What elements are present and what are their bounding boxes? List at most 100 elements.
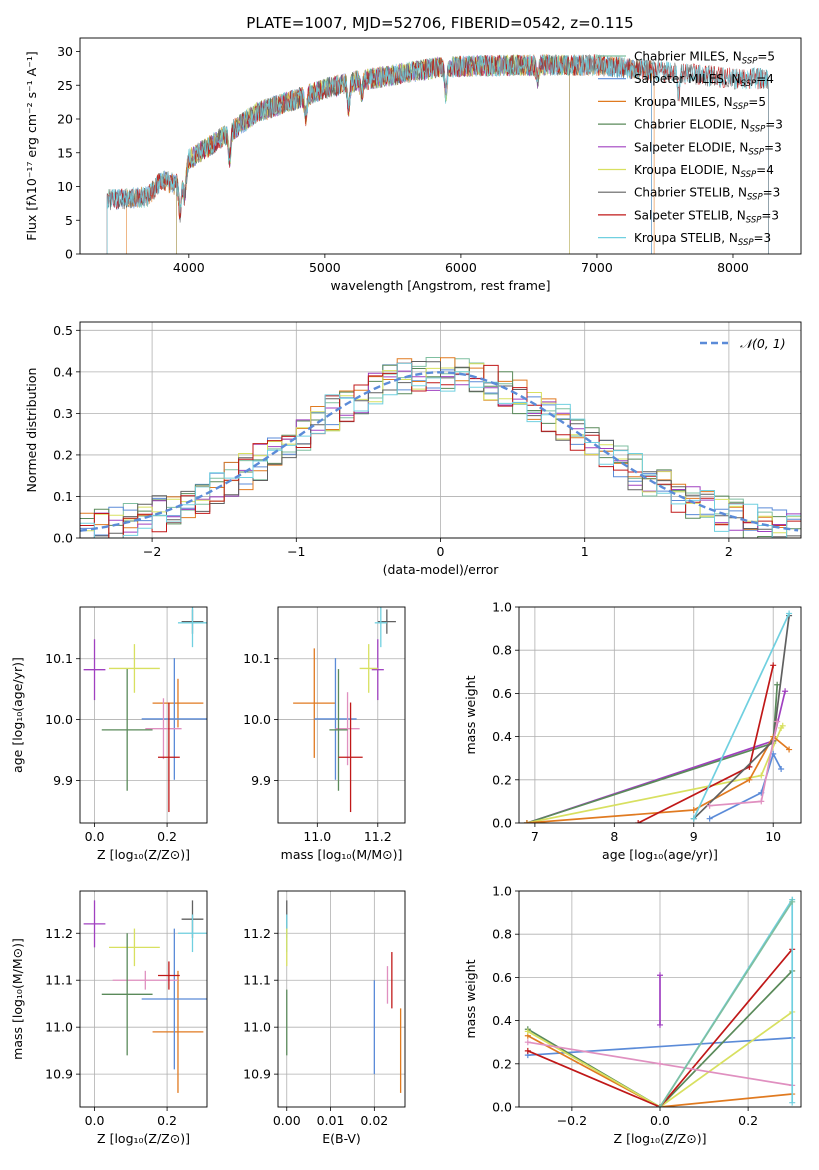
weight-marker	[657, 1060, 663, 1067]
spectrum-series	[106, 54, 769, 254]
mass-weight-vs-age-panel: 7 8 9 10 0.0 0.2 0.4 0.6 0.8 1.0 age [log₁₀(age/yr…	[463, 600, 802, 862]
weight-marker	[657, 972, 663, 979]
weight-marker	[782, 688, 789, 695]
x-tick-label: 5000	[309, 260, 341, 275]
x-tick-label: 2	[725, 544, 733, 559]
y-tick-label: 0.4	[492, 729, 512, 744]
y-tick-label: 0.5	[53, 323, 73, 338]
x-axis-label: (data-model)/error	[383, 562, 500, 577]
weight-marker	[706, 802, 713, 809]
x-axis-label: mass [log₁₀(M/M⊙)]	[281, 847, 403, 862]
x-tick-label: 0.00	[273, 1113, 301, 1128]
weight-series	[527, 970, 793, 1107]
y-tick-label: 0.6	[492, 970, 512, 985]
weight-marker	[786, 746, 793, 753]
y-tick-label: 10.0	[45, 712, 73, 727]
y-tick-label: 10.0	[243, 712, 271, 727]
y-tick-label: 11.1	[45, 973, 73, 988]
x-tick-label: 11.2	[364, 829, 392, 844]
x-tick-label: 10	[765, 829, 781, 844]
y-tick-label: 0.8	[492, 927, 512, 942]
weight-series	[693, 613, 790, 820]
weight-marker	[746, 776, 753, 783]
y-tick-label: 11.1	[243, 973, 271, 988]
axes-frame	[79, 890, 208, 1108]
y-tick-label: 1.0	[492, 600, 512, 615]
error-bars	[286, 900, 402, 1093]
spectrum-lines	[106, 54, 769, 254]
axes-frame	[277, 890, 406, 1108]
legend-label: Chabrier STELIB, NSSP=3	[634, 186, 780, 203]
weight-marker	[774, 718, 781, 725]
weight-series	[527, 948, 793, 1107]
legend-label: Salpeter ELODIE, NSSP=3	[634, 140, 782, 157]
figure-title: PLATE=1007, MJD=52706, FIBERID=0542, z=0…	[246, 14, 633, 32]
y-tick-label: 10.9	[45, 1067, 73, 1082]
weight-series	[709, 751, 782, 820]
y-tick-label: 0.3	[53, 406, 73, 421]
histogram-series	[80, 362, 801, 538]
x-axis-label: E(B-V)	[322, 1131, 361, 1146]
histogram-series	[80, 361, 801, 538]
legend-label: Kroupa MILES, NSSP=5	[634, 95, 766, 112]
weight-marker	[690, 815, 697, 822]
y-tick-label: 10.1	[45, 651, 73, 666]
mass-vs-metallicity-panel: 0.0 0.2 10.9 11.0 11.1 11.2 Z [log₁₀(Z/Z⊙)] mas…	[10, 890, 208, 1146]
error-bars	[83, 607, 207, 813]
x-axis-label: Z [log₁₀(Z/Z⊙)]	[97, 847, 190, 862]
histogram-steps	[80, 357, 801, 538]
y-axis-label: mass weight	[463, 675, 478, 754]
x-tick-label: 0.0	[85, 1113, 105, 1128]
x-tick-label: 7	[531, 829, 539, 844]
x-axis-label: age [log₁₀(age/yr)]	[602, 847, 718, 862]
x-tick-label: 0.01	[317, 1113, 345, 1128]
y-tick-label: 15	[57, 145, 73, 160]
legend-label: Kroupa STELIB, NSSP=3	[634, 231, 771, 248]
y-axis-label: Normed distribution	[24, 368, 39, 493]
axes-frame	[518, 890, 802, 1108]
weight-lines	[523, 610, 793, 823]
y-axis-label: mass weight	[463, 959, 478, 1038]
weight-marker	[758, 798, 765, 805]
x-tick-label: 0.0	[650, 1113, 670, 1128]
y-tick-label: 0.2	[492, 1056, 512, 1071]
y-tick-label: 10.9	[243, 1067, 271, 1082]
y-tick-label: 11.2	[45, 926, 73, 941]
x-tick-label: 1	[581, 544, 589, 559]
y-axis-label: mass [log₁₀(M/M⊙)]	[10, 938, 25, 1060]
mass-weight-vs-metallicity-panel: −0.2 0.0 0.2 0.0 0.2 0.4 0.6 0.8 1.0 Z [log₁₀(Z/Z…	[463, 884, 802, 1146]
weight-marker	[758, 772, 765, 779]
y-axis-label: age [log₁₀(age/yr)]	[10, 657, 25, 773]
x-tick-label: 8000	[717, 260, 749, 275]
weight-marker	[789, 898, 796, 905]
y-tick-label: 0.8	[492, 643, 512, 658]
gaussian-curve	[80, 371, 799, 532]
weight-marker	[524, 1028, 531, 1035]
x-tick-label: 11.0	[303, 829, 331, 844]
axes-frame	[277, 606, 406, 824]
x-tick-label: 4000	[173, 260, 205, 275]
y-tick-label: 11.0	[243, 1020, 271, 1035]
weight-series	[527, 1037, 793, 1057]
y-tick-label: 10.1	[243, 651, 271, 666]
weight-series	[527, 1034, 793, 1107]
legend-label: 𝒩(0, 1)	[740, 336, 786, 351]
x-tick-label: 0.2	[738, 1113, 758, 1128]
weight-marker	[690, 807, 697, 814]
weight-marker	[774, 681, 781, 688]
x-tick-label: −2	[143, 544, 161, 559]
x-tick-label: 0.2	[157, 1113, 177, 1128]
y-tick-label: 0.0	[492, 1100, 512, 1115]
x-tick-label: 9	[690, 829, 698, 844]
y-tick-label: 0.4	[53, 364, 73, 379]
x-tick-label: −0.2	[557, 1113, 587, 1128]
x-tick-label: 0	[437, 544, 445, 559]
weight-series	[659, 901, 793, 1107]
y-tick-label: 11.0	[45, 1020, 73, 1035]
axes-frame	[518, 606, 802, 824]
weight-marker	[770, 662, 777, 669]
legend-label: Chabrier MILES, NSSP=5	[634, 50, 775, 67]
y-tick-label: 10	[57, 179, 73, 194]
weight-marker	[524, 1047, 531, 1054]
